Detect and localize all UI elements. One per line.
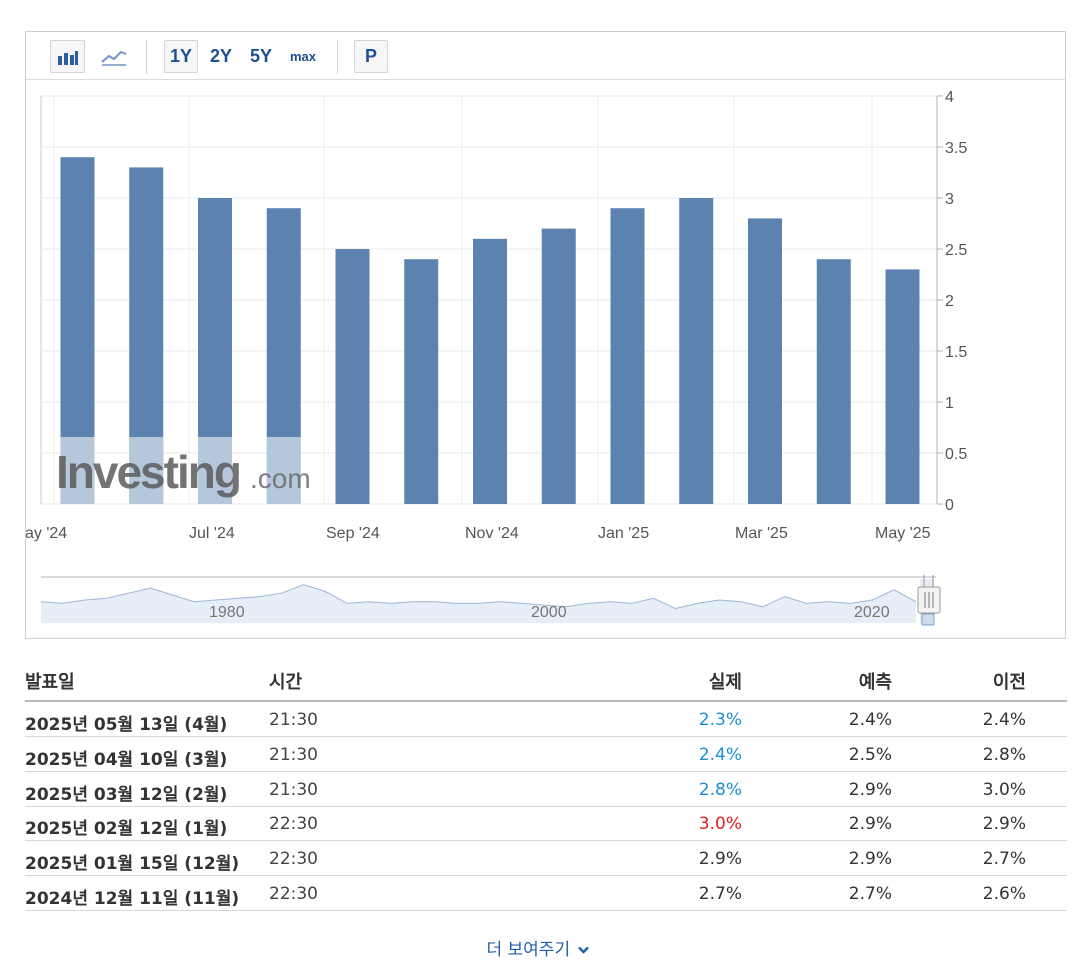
cell-actual: 3.0% (698, 814, 742, 835)
range-max-button[interactable]: max (289, 49, 317, 64)
bar (610, 208, 645, 504)
cell-date: 2024년 12월 11일 (11월) (25, 889, 240, 909)
y-tick-label: 2 (945, 293, 954, 310)
cell-forecast: 2.9% (848, 779, 892, 800)
cell-date: 2025년 04월 10일 (3월) (25, 749, 228, 770)
range-5y-button[interactable]: 5Y (249, 46, 273, 66)
cell-date: 2025년 05월 13일 (4월) (25, 715, 228, 735)
range-2y-button[interactable]: 2Y (209, 46, 233, 66)
chevron-down-icon (577, 946, 589, 954)
y-tick-label: 2.5 (945, 242, 967, 259)
cell-time: 22:30 (269, 884, 318, 904)
cell-forecast: 2.9% (848, 814, 892, 835)
header-date: 발표일 (25, 672, 75, 693)
navigator-series-line (40, 584, 917, 610)
bar (885, 269, 920, 504)
x-tick-label: May '25 (875, 525, 931, 542)
bar (748, 218, 782, 504)
watermark-suffix: .com (250, 463, 311, 494)
p-button[interactable]: P (354, 40, 388, 73)
cell-time: 21:30 (269, 710, 318, 730)
watermark-band (60, 437, 95, 504)
bar (335, 249, 370, 504)
header-forecast: 예측 (858, 672, 892, 693)
cell-time: 21:30 (269, 744, 318, 765)
watermark-text: Investing (56, 446, 240, 498)
toolbar-separator (146, 40, 147, 74)
table-row: 2024년 12월 11일 (11월) 22:30 2.7% 2.7% 2.6% (25, 876, 1067, 911)
bar-chart-icon (57, 50, 78, 65)
navigator-label: 1980 (209, 604, 245, 621)
x-tick-label: Jan '25 (598, 525, 649, 542)
cell-forecast: 2.7% (848, 884, 892, 904)
bar (816, 259, 851, 504)
cell-actual: 2.3% (698, 710, 742, 730)
x-tick-label: Mar '25 (735, 525, 788, 542)
chart-panel: 1Y 2Y 5Y max P 0 0.5 1 1.5 2 2.5 3 3.5 4 ay '24 Ju… (25, 31, 1066, 639)
watermark-band (198, 437, 232, 504)
cell-date: 2025년 01월 15일 (12월) (25, 854, 240, 875)
header-time: 시간 (269, 672, 303, 693)
cell-previous: 2.7% (982, 849, 1026, 870)
table-row: 2025년 03월 12일 (2월) 21:30 2.8% 2.9% 3.0% (25, 772, 1067, 807)
line-chart-button[interactable] (96, 40, 132, 73)
cell-previous: 2.4% (982, 710, 1026, 730)
show-more-link[interactable]: 더 보여주기 (0, 935, 1075, 960)
bar (404, 259, 439, 504)
table-row: 2025년 02월 12일 (1월) 22:30 3.0% 2.9% 2.9% (25, 806, 1067, 842)
toolbar-separator (337, 40, 338, 74)
watermark-band (266, 437, 301, 504)
cell-actual: 2.8% (698, 779, 742, 800)
y-tick-label: 1.5 (945, 344, 967, 361)
x-tick-label: Sep '24 (326, 525, 380, 542)
chart-toolbar: 1Y 2Y 5Y max P (26, 32, 1065, 80)
watermark-band (129, 437, 164, 504)
show-more-label: 더 보여주기 (486, 940, 571, 960)
cell-forecast: 2.9% (848, 849, 892, 870)
cell-time: 22:30 (269, 849, 318, 870)
line-chart-icon (101, 50, 127, 66)
bar (473, 238, 507, 505)
cell-forecast: 2.5% (848, 744, 892, 765)
cell-time: 21:30 (269, 779, 318, 800)
cell-previous: 2.6% (982, 884, 1026, 904)
table-row: 2025년 04월 10일 (3월) 21:30 2.4% 2.5% 2.8% (25, 737, 1067, 772)
y-tick-label: 0.5 (945, 446, 967, 463)
cell-date: 2025년 02월 12일 (1월) (25, 819, 228, 840)
x-tick-label: ay '24 (26, 525, 67, 542)
cell-actual: 2.9% (698, 849, 742, 870)
y-tick-label: 0 (945, 497, 954, 514)
y-tick-label: 1 (945, 395, 954, 412)
cell-actual: 2.4% (698, 744, 742, 765)
cell-actual: 2.7% (698, 884, 742, 904)
cell-previous: 2.8% (982, 744, 1026, 765)
table-row: 2025년 05월 13일 (4월) 21:30 2.3% 2.4% 2.4% (25, 702, 1067, 737)
y-tick-label: 3 (945, 191, 954, 208)
table-row: 2025년 01월 15일 (12월) 22:30 2.9% 2.9% 2.7% (25, 841, 1067, 877)
x-tick-label: Nov '24 (465, 525, 519, 542)
cell-date: 2025년 03월 12일 (2월) (25, 784, 228, 805)
x-tick-label: Jul '24 (189, 525, 235, 542)
cell-previous: 2.9% (982, 814, 1026, 835)
cell-time: 22:30 (269, 814, 318, 835)
bar-chart-button[interactable] (50, 40, 85, 73)
navigator-scroll-thumb (921, 613, 935, 626)
bar (679, 198, 714, 504)
header-actual: 실제 (708, 672, 742, 693)
y-tick-label: 3.5 (945, 140, 967, 157)
cell-forecast: 2.4% (848, 710, 892, 730)
bar-chart: 0 0.5 1 1.5 2 2.5 3 3.5 4 ay '24 Jul '24 Sep '24 Nov… (26, 89, 967, 626)
cell-previous: 3.0% (982, 779, 1026, 800)
range-1y-button[interactable]: 1Y (164, 40, 198, 73)
header-divider (25, 700, 1067, 702)
header-previous: 이전 (992, 672, 1026, 693)
bar (541, 228, 576, 504)
y-tick-label: 4 (945, 89, 954, 106)
navigator-label: 2000 (531, 604, 567, 621)
navigator-label: 2020 (854, 604, 890, 621)
